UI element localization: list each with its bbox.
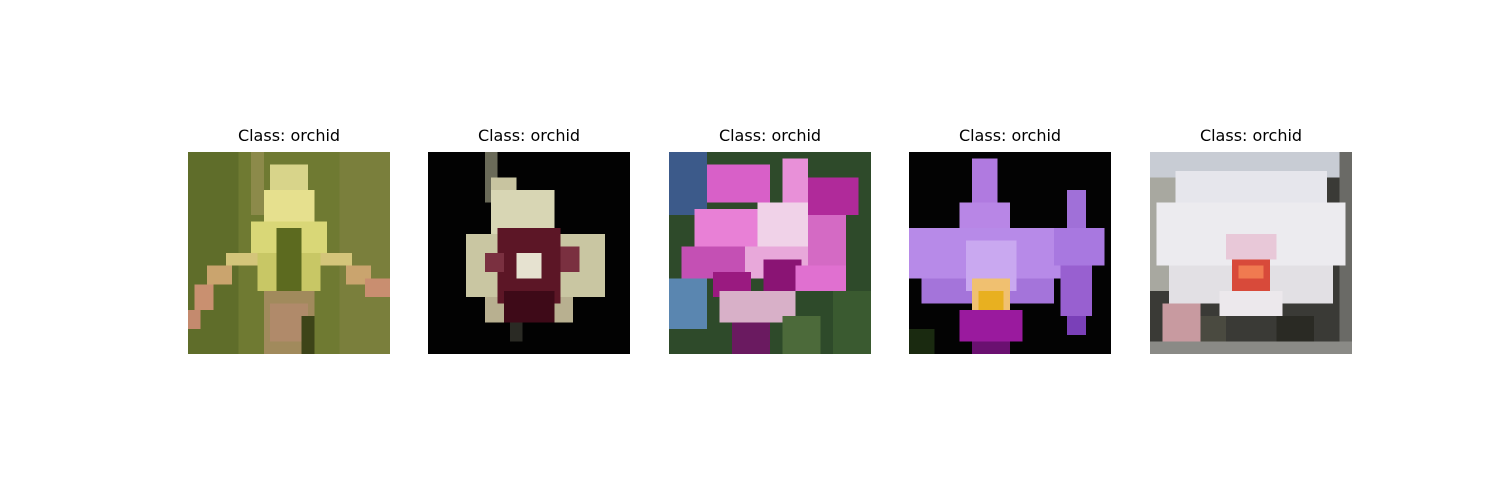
orchid-image <box>428 152 630 354</box>
panel-title: Class: orchid <box>237 126 341 145</box>
image-panel: Class: orchid <box>669 126 871 354</box>
panel-title: Class: orchid <box>958 126 1062 145</box>
orchid-image <box>188 152 390 354</box>
orchid-image <box>669 152 871 354</box>
orchid-image <box>1150 152 1352 354</box>
image-panel: Class: orchid <box>909 126 1111 354</box>
panel-title: Class: orchid <box>718 126 822 145</box>
panel-title: Class: orchid <box>1199 126 1303 145</box>
orchid-image <box>909 152 1111 354</box>
image-panel: Class: orchid <box>428 126 630 354</box>
image-panel: Class: orchid <box>188 126 390 354</box>
image-panel: Class: orchid <box>1150 126 1352 354</box>
panel-title: Class: orchid <box>477 126 581 145</box>
